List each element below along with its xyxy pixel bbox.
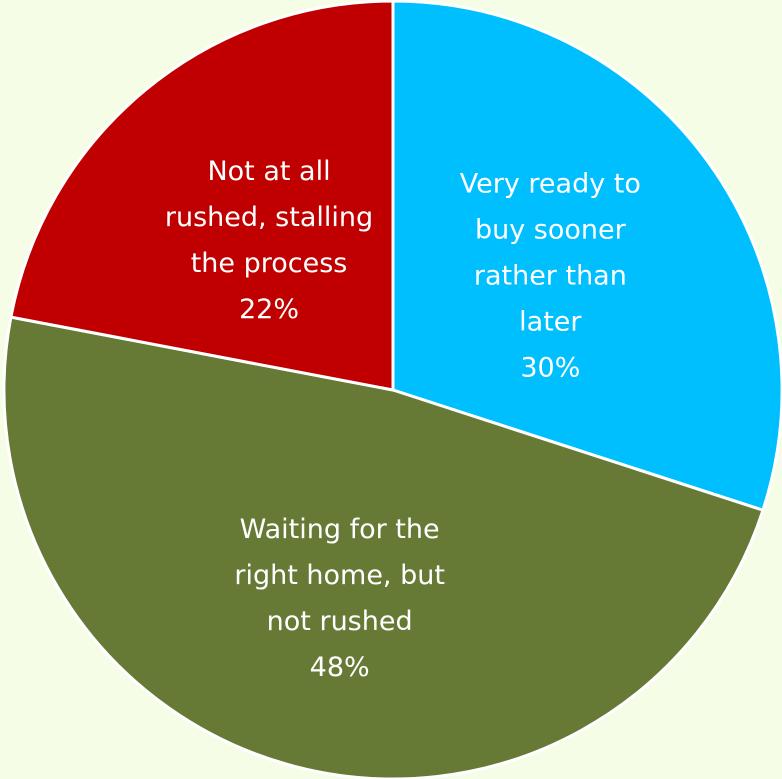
- slice-label-0: Very ready to buy sooner rather than later 3…: [460, 169, 641, 384]
- slice-value-label: 22%: [239, 294, 299, 325]
- pie-slice-2: [9, 0, 395, 392]
- slice-label-line: later: [519, 307, 582, 338]
- pie-slice-1: [2, 315, 765, 779]
- pie-slice-0: [391, 0, 782, 513]
- slice-label-line: not rushed: [267, 606, 413, 637]
- slice-label-line: Not at all: [207, 156, 330, 187]
- slice-label-2: Not at all rushed, stalling the process 22%: [165, 156, 373, 325]
- slice-label-line: rushed, stalling: [165, 202, 373, 233]
- slice-label-line: Very ready to: [460, 169, 641, 200]
- slice-label-line: the process: [191, 248, 348, 279]
- slice-label-line: Waiting for the: [240, 514, 440, 545]
- slice-label-1: Waiting for the right home, but not rushed…: [234, 514, 445, 683]
- slice-label-line: buy sooner: [475, 215, 627, 246]
- slice-value-label: 30%: [520, 353, 580, 384]
- slice-value-label: 48%: [310, 652, 370, 683]
- slice-label-line: right home, but: [234, 560, 445, 591]
- slice-label-line: rather than: [474, 261, 627, 292]
